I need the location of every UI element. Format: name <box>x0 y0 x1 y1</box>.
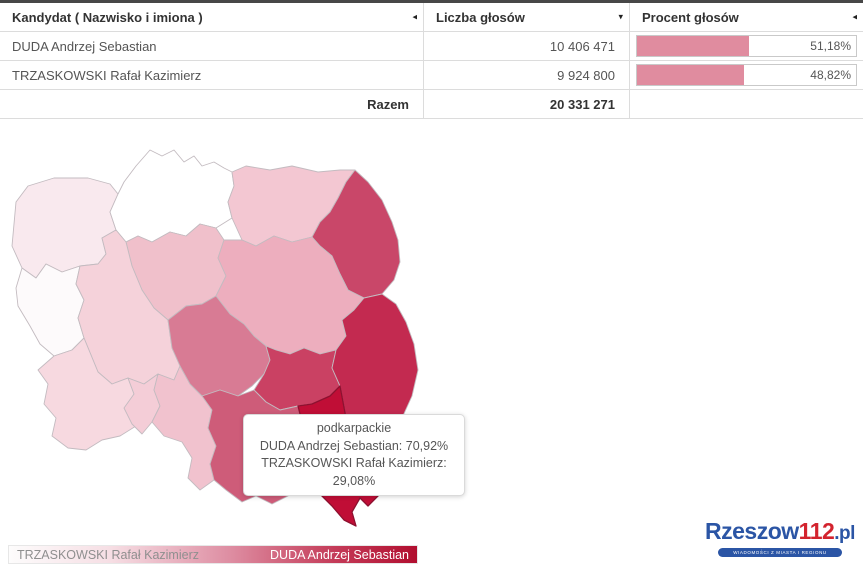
legend-left-label: TRZASKOWSKI Rafał Kazimierz <box>17 547 199 562</box>
percent-bar-fill <box>637 65 744 85</box>
logo-name: Rzeszow <box>705 518 799 544</box>
table-header-row: Kandydat ( Nazwisko i imiona ) ◂ Liczba … <box>0 3 863 32</box>
site-logo[interactable]: Rzeszow112.pl wiadomości z miasta i regi… <box>705 518 855 557</box>
sort-icon-candidate[interactable]: ◂ <box>412 11 417 22</box>
percent-bar-fill <box>637 36 750 56</box>
site-logo-text: Rzeszow112.pl <box>705 518 855 547</box>
site-logo-tagline: wiadomości z miasta i regionu <box>718 548 842 557</box>
table-footer-row: Razem 20 331 271 <box>0 90 863 119</box>
results-table: Kandydat ( Nazwisko i imiona ) ◂ Liczba … <box>0 0 863 119</box>
logo-number: 112 <box>798 518 835 544</box>
column-header-percent[interactable]: Procent głosów ◂ <box>630 3 863 31</box>
column-header-votes[interactable]: Liczba głosów ▾ <box>424 3 630 31</box>
total-votes: 20 331 271 <box>424 90 630 118</box>
column-header-candidate-label: Kandydat ( Nazwisko i imiona ) <box>12 9 203 25</box>
percent-value: 51,18% <box>810 39 851 53</box>
table-row: DUDA Andrzej Sebastian 10 406 471 51,18% <box>0 32 863 61</box>
votes-count: 10 406 471 <box>424 32 630 60</box>
map-color-legend: TRZASKOWSKI Rafał Kazimierz DUDA Andrzej… <box>8 545 418 564</box>
table-row: TRZASKOWSKI Rafał Kazimierz 9 924 800 48… <box>0 61 863 90</box>
region-lubuskie[interactable] <box>15 263 85 357</box>
map-tooltip: podkarpackie DUDA Andrzej Sebastian: 70,… <box>243 414 465 496</box>
percent-bar: 48,82% <box>636 64 857 86</box>
total-label: Razem <box>0 90 424 118</box>
tooltip-duda-result: DUDA Andrzej Sebastian: 70,92% <box>259 438 449 453</box>
percent-bar: 51,18% <box>636 35 857 57</box>
tooltip-trzaskowski-result: TRZASKOWSKI Rafał Kazimierz: 29,08% <box>261 456 447 488</box>
sort-icon-votes[interactable]: ▾ <box>618 11 623 22</box>
sort-icon-percent[interactable]: ◂ <box>852 11 857 22</box>
column-header-candidate[interactable]: Kandydat ( Nazwisko i imiona ) ◂ <box>0 3 424 31</box>
candidate-name: TRZASKOWSKI Rafał Kazimierz <box>0 61 424 89</box>
region-dolnoslaskie[interactable] <box>37 337 137 451</box>
tooltip-region-name: podkarpackie <box>316 421 392 435</box>
percent-value: 48,82% <box>810 68 851 82</box>
column-header-votes-label: Liczba głosów <box>436 9 525 25</box>
column-header-percent-label: Procent głosów <box>642 9 739 25</box>
votes-count: 9 924 800 <box>424 61 630 89</box>
logo-tld: .pl <box>834 523 855 544</box>
legend-right-label: DUDA Andrzej Sebastian <box>270 547 409 562</box>
candidate-name: DUDA Andrzej Sebastian <box>0 32 424 60</box>
